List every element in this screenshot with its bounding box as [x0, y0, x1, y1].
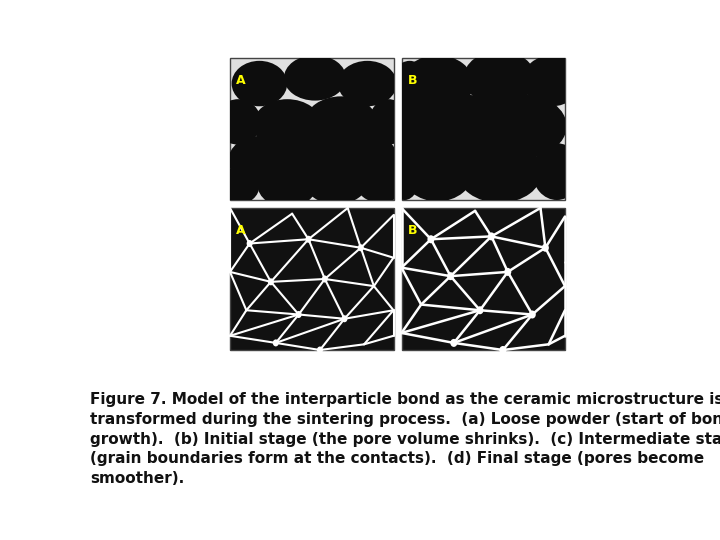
Ellipse shape: [232, 61, 287, 106]
Ellipse shape: [428, 235, 434, 243]
Ellipse shape: [457, 140, 542, 203]
Ellipse shape: [464, 51, 536, 105]
Ellipse shape: [482, 95, 567, 157]
Ellipse shape: [273, 340, 279, 346]
Ellipse shape: [500, 346, 506, 354]
Ellipse shape: [247, 240, 253, 247]
Ellipse shape: [488, 232, 495, 240]
Ellipse shape: [217, 167, 259, 204]
Bar: [230, 58, 394, 200]
Ellipse shape: [532, 143, 581, 200]
Ellipse shape: [390, 61, 429, 112]
Ellipse shape: [523, 55, 581, 106]
Ellipse shape: [284, 55, 346, 100]
Ellipse shape: [296, 311, 302, 318]
Ellipse shape: [504, 268, 511, 276]
Ellipse shape: [253, 99, 322, 150]
Ellipse shape: [268, 278, 274, 285]
Ellipse shape: [477, 306, 484, 314]
Text: B: B: [408, 224, 417, 237]
Bar: [402, 208, 565, 350]
Ellipse shape: [402, 55, 474, 112]
Ellipse shape: [322, 275, 328, 282]
Ellipse shape: [338, 133, 397, 181]
Ellipse shape: [258, 165, 317, 207]
Text: B: B: [408, 74, 417, 87]
Ellipse shape: [450, 339, 457, 347]
Ellipse shape: [402, 142, 474, 201]
Ellipse shape: [305, 161, 367, 204]
Ellipse shape: [358, 244, 364, 251]
Text: Figure 7. Model of the interparticle bond as the ceramic microstructure is
trans: Figure 7. Model of the interparticle bon…: [90, 392, 720, 486]
Ellipse shape: [338, 61, 397, 106]
Ellipse shape: [356, 163, 405, 203]
Ellipse shape: [228, 136, 290, 184]
Bar: [230, 208, 394, 350]
Ellipse shape: [528, 310, 536, 319]
Ellipse shape: [369, 99, 408, 145]
Ellipse shape: [215, 99, 261, 145]
Ellipse shape: [385, 98, 444, 154]
Ellipse shape: [341, 315, 348, 322]
Ellipse shape: [542, 244, 549, 252]
Ellipse shape: [426, 95, 508, 157]
Text: A: A: [236, 74, 246, 87]
Ellipse shape: [317, 347, 323, 354]
Ellipse shape: [305, 236, 312, 243]
Ellipse shape: [305, 96, 377, 147]
Ellipse shape: [447, 272, 454, 280]
Ellipse shape: [279, 132, 351, 183]
Ellipse shape: [388, 143, 421, 200]
Bar: [402, 58, 565, 200]
Text: A: A: [236, 224, 246, 237]
